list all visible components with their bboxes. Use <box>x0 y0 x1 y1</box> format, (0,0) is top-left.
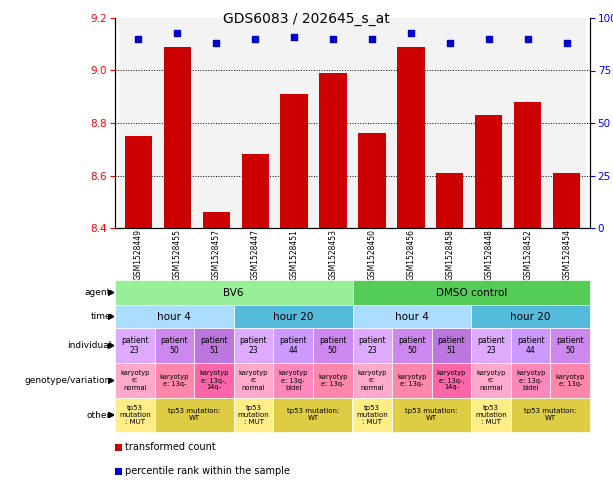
Text: karyotyp
e: 13q-,
14q-: karyotyp e: 13q-, 14q- <box>199 370 229 390</box>
Point <box>250 35 260 43</box>
Bar <box>392 18 430 228</box>
Text: karyotyp
e:
normal: karyotyp e: normal <box>120 370 150 390</box>
Point <box>562 39 571 47</box>
Text: patient
44: patient 44 <box>517 336 544 355</box>
Bar <box>164 47 191 228</box>
Bar <box>242 155 268 228</box>
Bar <box>235 18 275 228</box>
Bar <box>352 18 392 228</box>
Bar <box>203 212 230 228</box>
Point <box>134 35 143 43</box>
Text: patient
23: patient 23 <box>359 336 386 355</box>
Point <box>289 33 299 41</box>
Text: tp53 mutation:
WT: tp53 mutation: WT <box>524 409 577 422</box>
Text: karyotyp
e: 13q-
bidel: karyotyp e: 13q- bidel <box>516 370 546 390</box>
Text: patient
50: patient 50 <box>557 336 584 355</box>
Polygon shape <box>108 378 114 384</box>
Polygon shape <box>108 412 114 418</box>
Text: transformed count: transformed count <box>125 442 216 452</box>
Bar <box>124 136 152 228</box>
Bar <box>508 18 547 228</box>
Polygon shape <box>108 342 114 349</box>
Text: patient
23: patient 23 <box>478 336 505 355</box>
Text: tp53
mutation
: MUT: tp53 mutation : MUT <box>475 405 507 425</box>
Point <box>211 39 221 47</box>
Text: karyotyp
e: 13q-,
14q-: karyotyp e: 13q-, 14q- <box>437 370 466 390</box>
Text: time: time <box>90 312 111 321</box>
Bar <box>514 102 541 228</box>
Text: patient
51: patient 51 <box>200 336 228 355</box>
Text: karyotyp
e:
normal: karyotyp e: normal <box>476 370 506 390</box>
Bar <box>197 18 235 228</box>
Bar <box>281 94 308 228</box>
Text: BV6: BV6 <box>224 287 244 298</box>
Text: patient
23: patient 23 <box>121 336 148 355</box>
Bar <box>275 18 314 228</box>
Bar <box>319 73 347 228</box>
Point <box>172 29 182 37</box>
Bar <box>470 18 508 228</box>
Text: tp53 mutation:
WT: tp53 mutation: WT <box>287 409 339 422</box>
Point <box>406 29 416 37</box>
Text: patient
23: patient 23 <box>240 336 267 355</box>
Bar <box>158 18 197 228</box>
Polygon shape <box>108 313 114 319</box>
Bar <box>430 18 470 228</box>
Bar <box>119 18 158 228</box>
Text: karyotyp
e: 13q-: karyotyp e: 13q- <box>160 374 189 387</box>
Bar <box>547 18 586 228</box>
Text: DMSO control: DMSO control <box>436 287 507 298</box>
Bar <box>359 133 386 228</box>
Text: karyotyp
e:
normal: karyotyp e: normal <box>357 370 387 390</box>
Point <box>484 35 493 43</box>
Bar <box>314 18 352 228</box>
Text: individual: individual <box>67 341 111 350</box>
Text: hour 4: hour 4 <box>395 312 429 322</box>
Bar <box>475 115 503 228</box>
Text: patient
44: patient 44 <box>280 336 307 355</box>
Text: patient
50: patient 50 <box>319 336 346 355</box>
Text: tp53
mutation
: MUT: tp53 mutation : MUT <box>356 405 388 425</box>
Point <box>367 35 377 43</box>
Text: tp53 mutation:
WT: tp53 mutation: WT <box>168 409 220 422</box>
Text: tp53 mutation:
WT: tp53 mutation: WT <box>405 409 458 422</box>
Text: karyotyp
e: 13q-: karyotyp e: 13q- <box>397 374 427 387</box>
Polygon shape <box>108 289 114 296</box>
Text: patient
50: patient 50 <box>161 336 188 355</box>
Text: karyotyp
e: 13q-
bidel: karyotyp e: 13q- bidel <box>278 370 308 390</box>
Bar <box>553 173 581 228</box>
Bar <box>397 47 425 228</box>
Text: patient
51: patient 51 <box>438 336 465 355</box>
Point <box>445 39 455 47</box>
Text: hour 20: hour 20 <box>511 312 551 322</box>
Text: hour 20: hour 20 <box>273 312 313 322</box>
Text: genotype/variation: genotype/variation <box>25 376 111 385</box>
Text: tp53
mutation
: MUT: tp53 mutation : MUT <box>119 405 151 425</box>
Text: karyotyp
e: 13q-: karyotyp e: 13q- <box>318 374 348 387</box>
Text: patient
50: patient 50 <box>398 336 425 355</box>
Text: other: other <box>87 411 111 420</box>
Text: percentile rank within the sample: percentile rank within the sample <box>125 466 290 476</box>
Text: karyotyp
e:
normal: karyotyp e: normal <box>239 370 268 390</box>
Point <box>328 35 338 43</box>
Bar <box>436 173 463 228</box>
Point <box>523 35 533 43</box>
Text: tp53
mutation
: MUT: tp53 mutation : MUT <box>238 405 270 425</box>
Text: karyotyp
e: 13q-: karyotyp e: 13q- <box>555 374 585 387</box>
Text: GDS6083 / 202645_s_at: GDS6083 / 202645_s_at <box>223 12 390 26</box>
Text: agent: agent <box>85 288 111 297</box>
Text: hour 4: hour 4 <box>158 312 191 322</box>
